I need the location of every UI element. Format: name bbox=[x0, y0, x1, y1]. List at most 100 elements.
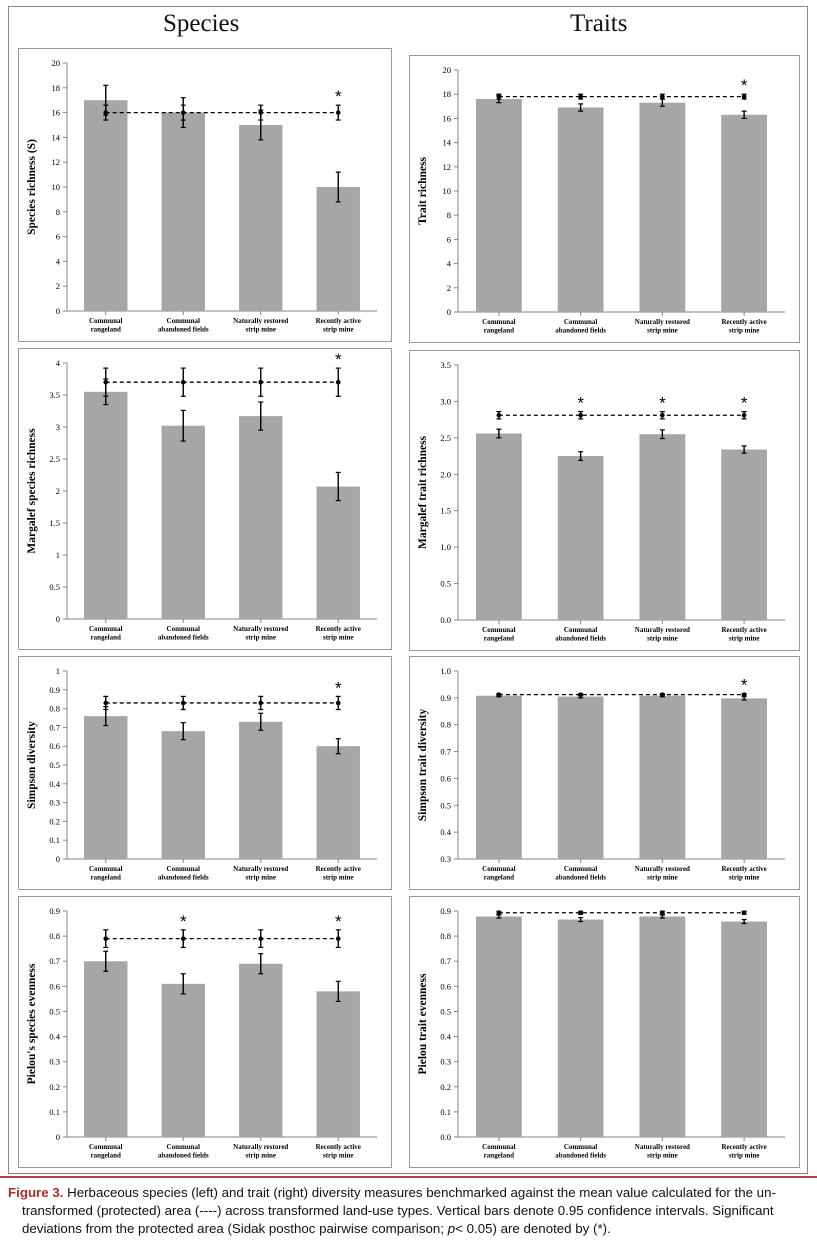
x-category-label: Communal bbox=[89, 317, 123, 325]
chart-panel-margalef-species: 0 0.5 1 1.5 2 2.5 3 3.5 4 Margalef species richne… bbox=[18, 348, 392, 650]
benchmark-point bbox=[578, 94, 583, 99]
y-tick-label: 0.5 bbox=[49, 760, 60, 770]
x-category-label: Communal bbox=[482, 1143, 516, 1151]
y-tick-label: 0.5 bbox=[440, 579, 451, 589]
y-tick-label: 0 bbox=[56, 306, 60, 316]
bar bbox=[557, 107, 604, 312]
y-axis-title: Margalef trait richness bbox=[417, 435, 429, 549]
y-tick-label: 0.3 bbox=[49, 798, 60, 808]
benchmark-point bbox=[180, 379, 186, 385]
y-tick-label: 3.0 bbox=[440, 396, 451, 406]
benchmark-point bbox=[335, 700, 341, 706]
y-tick-label: 14 bbox=[52, 132, 61, 142]
y-axis-title: Margalef species richness bbox=[26, 428, 38, 554]
y-tick-label: 1 bbox=[56, 666, 60, 676]
x-category-label: strip mine bbox=[245, 326, 276, 334]
y-tick-label: 0.2 bbox=[49, 1082, 60, 1092]
x-category-label: rangeland bbox=[91, 634, 121, 642]
y-tick-label: 0.4 bbox=[440, 827, 451, 837]
y-tick-label: 0.5 bbox=[49, 1006, 60, 1016]
y-tick-label: 1.0 bbox=[440, 666, 451, 676]
chart-panel-simpson-species: 0 0.1 0.2 0.3 0.4 0.5 0.6 0.7 0.8 0.9 1 Simpson div… bbox=[18, 656, 392, 890]
bar bbox=[316, 187, 360, 311]
x-category-label: abandoned fields bbox=[158, 1152, 209, 1160]
y-axis-title: Trait richness bbox=[417, 157, 429, 225]
y-tick-label: 0 bbox=[56, 614, 60, 624]
x-category-label: Recently active bbox=[721, 318, 766, 326]
y-tick-label: 0.5 bbox=[440, 1006, 451, 1016]
x-category-label: strip mine bbox=[245, 634, 276, 642]
benchmark-point bbox=[180, 110, 186, 115]
y-tick-label: 0.4 bbox=[49, 1032, 60, 1042]
bar bbox=[161, 983, 205, 1137]
benchmark-point bbox=[258, 110, 264, 115]
x-category-label: rangeland bbox=[484, 635, 514, 643]
x-category-label: Communal bbox=[482, 318, 516, 326]
x-category-label: abandoned fields bbox=[555, 327, 606, 335]
benchmark-point bbox=[258, 936, 264, 941]
bar bbox=[84, 716, 128, 859]
bar bbox=[475, 433, 522, 620]
bar bbox=[84, 391, 128, 619]
y-tick-label: 0.3 bbox=[49, 1057, 60, 1067]
x-category-label: abandoned fields bbox=[555, 874, 606, 882]
y-tick-label: 4 bbox=[56, 256, 61, 266]
y-tick-label: 2.0 bbox=[440, 469, 451, 479]
x-category-label: abandoned fields bbox=[555, 1152, 606, 1160]
x-category-label: rangeland bbox=[91, 326, 121, 334]
y-tick-label: 12 bbox=[443, 162, 452, 172]
y-tick-label: 1.0 bbox=[440, 542, 451, 552]
chart-panel-pielou-species: 0 0.1 0.2 0.3 0.4 0.5 0.6 0.7 0.8 0.9 Pielou's spe… bbox=[18, 896, 392, 1168]
bar bbox=[721, 449, 768, 620]
x-category-label: Communal bbox=[482, 626, 516, 634]
x-category-label: Communal bbox=[167, 317, 201, 325]
x-category-label: strip mine bbox=[647, 874, 678, 882]
significance-star: * bbox=[577, 394, 584, 413]
bar bbox=[475, 916, 522, 1137]
benchmark-point bbox=[741, 692, 747, 697]
significance-star: * bbox=[741, 394, 748, 413]
x-category-label: strip mine bbox=[729, 874, 760, 882]
y-tick-label: 8 bbox=[56, 207, 60, 217]
significance-star: * bbox=[335, 87, 342, 106]
caption-text-3a: deviations from the protected area (Sida… bbox=[22, 1221, 445, 1236]
chart-panel-trait-richness: 0 2 4 6 8 10 12 14 16 18 20 Trait richness Communal r… bbox=[409, 55, 800, 343]
chart-pielou-trait: 0.0 0.1 0.2 0.3 0.4 0.5 0.6 0.7 0.8 0.9 Pielou tra… bbox=[417, 906, 785, 1160]
benchmark-point bbox=[103, 379, 109, 385]
chart-species-richness: 0 2 4 6 8 10 12 14 16 18 20 Species richness (S) Com… bbox=[26, 58, 377, 334]
x-category-label: strip mine bbox=[729, 327, 760, 335]
caption-line-3: deviations from the protected area (Sida… bbox=[8, 1220, 808, 1238]
benchmark-point bbox=[258, 379, 264, 385]
y-tick-label: 0.3 bbox=[440, 1057, 451, 1067]
chart-simpson-species: 0 0.1 0.2 0.3 0.4 0.5 0.6 0.7 0.8 0.9 1 Simpson div… bbox=[26, 666, 377, 882]
y-tick-label: 0.6 bbox=[49, 741, 60, 751]
chart-panel-simpson-trait: 0.3 0.4 0.5 0.6 0.7 0.8 0.9 1.0 Simpson trait di… bbox=[409, 656, 800, 890]
x-category-label: Communal bbox=[89, 625, 123, 633]
y-tick-label: 2.5 bbox=[440, 433, 451, 443]
y-tick-label: 0.5 bbox=[440, 800, 451, 810]
benchmark-point bbox=[335, 379, 341, 385]
y-axis-title: Pielou's species evenness bbox=[26, 963, 38, 1084]
y-tick-label: 0.9 bbox=[440, 693, 451, 703]
benchmark-point bbox=[496, 910, 502, 916]
benchmark-point bbox=[660, 692, 665, 697]
bar bbox=[639, 102, 686, 312]
y-tick-label: 0.9 bbox=[49, 685, 60, 695]
bar bbox=[316, 486, 360, 619]
benchmark-point bbox=[103, 936, 109, 941]
x-category-label: Recently active bbox=[721, 626, 766, 634]
x-category-label: Recently active bbox=[316, 625, 361, 633]
caption-text-1: Herbaceous species (left) and trait (rig… bbox=[67, 1185, 776, 1200]
benchmark-point bbox=[496, 94, 502, 99]
caption-rule bbox=[0, 1176, 817, 1178]
y-tick-label: 6 bbox=[447, 234, 451, 244]
y-tick-label: 0.6 bbox=[49, 981, 60, 991]
caption-line-2: transformed (protected) area (----) acro… bbox=[22, 1203, 774, 1218]
benchmark-point bbox=[335, 110, 341, 115]
caption-label: Figure 3. bbox=[8, 1185, 64, 1200]
x-category-label: abandoned fields bbox=[158, 634, 209, 642]
y-tick-label: 0.3 bbox=[440, 854, 451, 864]
x-category-label: Communal bbox=[167, 625, 201, 633]
significance-star: * bbox=[335, 350, 342, 369]
y-tick-label: 8 bbox=[447, 210, 451, 220]
